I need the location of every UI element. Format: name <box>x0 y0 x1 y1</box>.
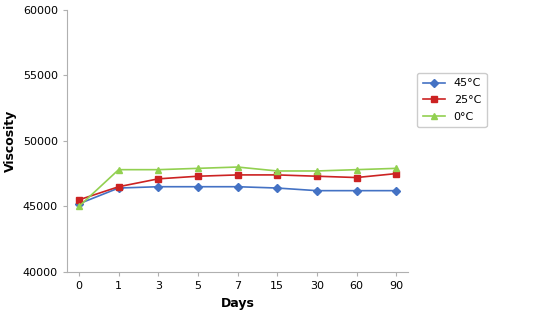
X-axis label: Days: Days <box>221 297 254 309</box>
45°C <box>115 186 122 190</box>
25°C <box>234 173 241 177</box>
25°C <box>75 198 82 202</box>
45°C <box>393 189 400 193</box>
45°C <box>314 189 320 193</box>
0°C <box>274 169 281 173</box>
25°C <box>353 176 360 180</box>
0°C <box>393 166 400 170</box>
Legend: 45°C, 25°C, 0°C: 45°C, 25°C, 0°C <box>417 73 487 127</box>
45°C <box>353 189 360 193</box>
25°C <box>195 174 201 178</box>
25°C <box>155 177 162 181</box>
0°C <box>115 168 122 172</box>
0°C <box>314 169 320 173</box>
Y-axis label: Viscosity: Viscosity <box>4 110 17 172</box>
45°C <box>195 185 201 188</box>
25°C <box>393 172 400 175</box>
25°C <box>115 185 122 188</box>
25°C <box>314 174 320 178</box>
0°C <box>75 204 82 208</box>
45°C <box>274 186 281 190</box>
0°C <box>155 168 162 172</box>
45°C <box>155 185 162 188</box>
45°C <box>75 202 82 206</box>
Line: 25°C: 25°C <box>76 171 399 203</box>
0°C <box>353 168 360 172</box>
0°C <box>234 165 241 169</box>
0°C <box>195 166 201 170</box>
Line: 0°C: 0°C <box>76 164 399 209</box>
45°C <box>234 185 241 188</box>
Line: 45°C: 45°C <box>76 184 399 206</box>
25°C <box>274 173 281 177</box>
